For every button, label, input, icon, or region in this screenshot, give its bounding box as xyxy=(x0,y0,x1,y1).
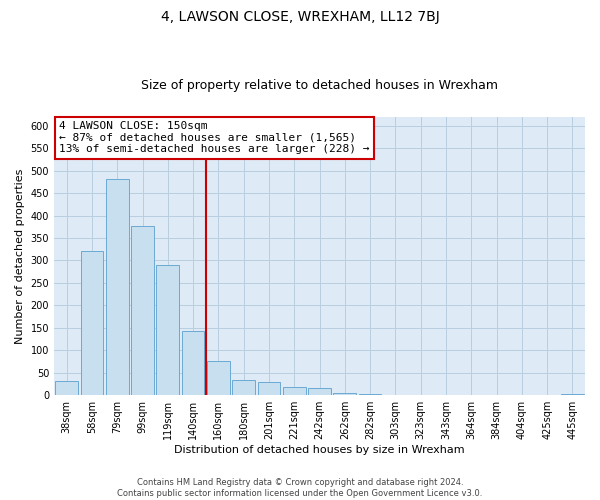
Text: Contains HM Land Registry data © Crown copyright and database right 2024.
Contai: Contains HM Land Registry data © Crown c… xyxy=(118,478,482,498)
Bar xyxy=(308,388,331,395)
Bar xyxy=(334,393,356,395)
Bar xyxy=(257,382,280,395)
Bar xyxy=(157,264,179,395)
Bar xyxy=(55,381,78,395)
Bar xyxy=(207,361,230,395)
Y-axis label: Number of detached properties: Number of detached properties xyxy=(15,168,25,344)
Text: 4 LAWSON CLOSE: 150sqm
← 87% of detached houses are smaller (1,565)
13% of semi-: 4 LAWSON CLOSE: 150sqm ← 87% of detached… xyxy=(59,121,370,154)
Bar xyxy=(131,226,154,395)
Bar xyxy=(106,179,128,395)
Bar xyxy=(232,380,255,395)
Bar xyxy=(561,394,584,395)
Text: 4, LAWSON CLOSE, WREXHAM, LL12 7BJ: 4, LAWSON CLOSE, WREXHAM, LL12 7BJ xyxy=(161,10,439,24)
Bar xyxy=(80,250,103,395)
Bar xyxy=(283,386,305,395)
Bar xyxy=(359,394,382,395)
Title: Size of property relative to detached houses in Wrexham: Size of property relative to detached ho… xyxy=(141,79,498,92)
Bar xyxy=(182,330,205,395)
X-axis label: Distribution of detached houses by size in Wrexham: Distribution of detached houses by size … xyxy=(174,445,465,455)
